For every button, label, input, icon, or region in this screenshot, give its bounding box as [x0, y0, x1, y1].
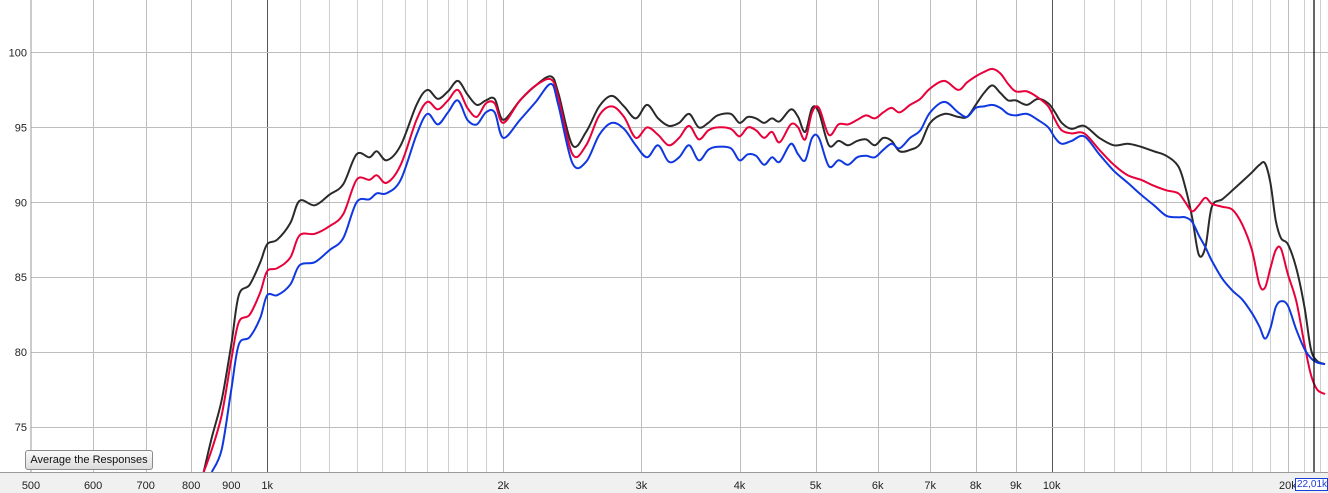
y-tick-label: 100 [9, 47, 27, 59]
x-tick-label: 5k [810, 480, 822, 492]
series-line-1 [202, 67, 1326, 473]
x-axis-strip [0, 472, 1328, 493]
grid [31, 0, 1328, 472]
x-tick-label: 600 [84, 480, 102, 492]
y-tick-label: 80 [15, 347, 27, 359]
x-tick-label: 9k [1010, 480, 1022, 492]
x-tick-label: 500 [22, 480, 40, 492]
x-tick-label: 10k [1043, 480, 1061, 492]
y-tick-label: 90 [15, 197, 27, 209]
x-tick-label: 1k [261, 480, 273, 492]
y-axis-ticks: 75 80 85 90 95 100 [9, 47, 27, 434]
average-responses-button[interactable]: Average the Responses [25, 450, 153, 470]
y-tick-label: 95 [15, 122, 27, 134]
x-tick-label: 20k [1279, 480, 1297, 492]
x-tick-label: 7k [924, 480, 936, 492]
x-axis-ticks: 500 600 700 800 900 1k 2k 3k 4k 5k 6k 7k 8k 9k 10k 20k [22, 480, 1297, 492]
x-tick-label: 900 [222, 480, 240, 492]
x-tick-label: 800 [182, 480, 200, 492]
x-tick-label: 2k [498, 480, 510, 492]
x-tick-label: 700 [136, 480, 154, 492]
x-tick-label: 8k [970, 480, 982, 492]
series-line-2 [210, 82, 1326, 473]
cursor-frequency-readout[interactable]: 22,01k [1295, 478, 1328, 491]
x-tick-label: 3k [636, 480, 648, 492]
response-curves [202, 67, 1326, 473]
plot-background [31, 0, 1328, 472]
y-tick-label: 75 [15, 422, 27, 434]
y-tick-label: 85 [15, 272, 27, 284]
x-tick-label: 4k [734, 480, 746, 492]
x-tick-label: 6k [872, 480, 884, 492]
series-line-0 [202, 75, 1326, 473]
